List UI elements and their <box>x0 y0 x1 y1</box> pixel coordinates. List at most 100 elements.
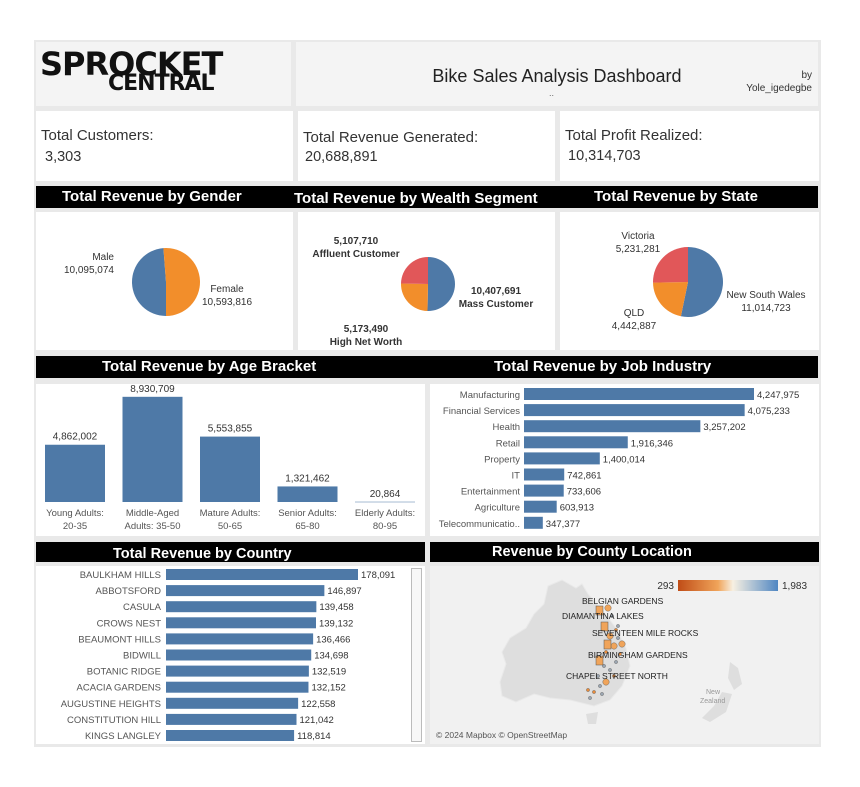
job-bar[interactable] <box>524 500 557 513</box>
age-bar[interactable] <box>355 501 415 503</box>
pie-slice-high-net-worth[interactable] <box>401 283 428 311</box>
job-bar[interactable] <box>524 436 628 449</box>
job-bar[interactable] <box>524 420 701 433</box>
map-point[interactable] <box>592 690 596 694</box>
country-chart-panel: BAULKHAM HILLS 178,091 ABBOTSFORD 146,897 CA… <box>36 566 425 744</box>
age-bar[interactable] <box>200 436 260 502</box>
age-bar-value: 4,862,002 <box>53 432 98 443</box>
map-point[interactable] <box>604 650 608 654</box>
job-bar[interactable] <box>524 388 754 400</box>
map-county-highlight[interactable] <box>595 655 604 666</box>
job-bar[interactable] <box>524 468 565 481</box>
job-bar-value: 742,861 <box>567 471 601 482</box>
pie-slice-female[interactable] <box>163 248 201 316</box>
map-point[interactable] <box>610 642 618 650</box>
map-point[interactable] <box>604 604 612 612</box>
title-job: Total Revenue by Job Industry <box>494 358 712 375</box>
map-label-chapel-street-north: CHAPEL STREET NORTH <box>566 671 668 681</box>
map-point[interactable] <box>616 624 620 628</box>
job-category-label: Telecommunicatio.. <box>439 519 520 530</box>
map-point[interactable] <box>606 632 614 640</box>
job-bar[interactable] <box>524 404 745 417</box>
by-label: by <box>801 70 812 81</box>
map-label-belgian-gardens: BELGIAN GARDENS <box>582 596 664 606</box>
map-label-diamantina-lakes: DIAMANTINA LAKES <box>562 611 644 621</box>
new-zealand-landmass <box>702 662 742 722</box>
country-category-label: CASULA <box>123 602 162 613</box>
pie-slice-new-south-wales[interactable] <box>680 247 723 317</box>
age-bar[interactable] <box>122 396 183 502</box>
country-bar-value: 134,698 <box>314 651 348 662</box>
pie-slice-victoria[interactable] <box>653 247 688 283</box>
job-bar-value: 1,400,014 <box>603 454 645 465</box>
map-point[interactable] <box>610 614 614 618</box>
country-category-label: CONSTITUTION HILL <box>67 715 161 726</box>
country-bar-value: 136,466 <box>316 634 350 645</box>
age-category-label: Young Adults: <box>46 508 104 519</box>
map-point[interactable] <box>616 636 620 640</box>
map-point[interactable] <box>614 628 618 632</box>
map-legend-gradient <box>678 580 778 591</box>
job-bar-value: 4,247,975 <box>757 390 799 401</box>
map-point[interactable] <box>598 684 602 688</box>
title-age: Total Revenue by Age Bracket <box>102 358 317 375</box>
logo-line2: CENTRAL <box>108 71 215 96</box>
map-point[interactable] <box>600 692 604 696</box>
country-category-label: BIDWILL <box>123 651 161 662</box>
job-bar[interactable] <box>524 516 543 529</box>
country-category-label: AUGUSTINE HEIGHTS <box>61 699 161 710</box>
age-bar[interactable] <box>277 486 338 502</box>
map-point[interactable] <box>608 668 612 672</box>
job-category-label: IT <box>512 471 521 482</box>
map-attribution: © 2024 Mapbox © OpenStreetMap <box>436 730 567 740</box>
map-point[interactable] <box>586 688 590 692</box>
map-county-highlight[interactable] <box>603 639 612 650</box>
country-bar[interactable] <box>166 681 309 693</box>
map-county-highlight[interactable] <box>595 605 604 616</box>
map-point[interactable] <box>612 674 616 678</box>
pie-slice-affluent-customer[interactable] <box>401 257 428 284</box>
job-bar-value: 603,913 <box>560 503 594 514</box>
country-bar[interactable] <box>166 569 358 580</box>
country-bar-value: 132,519 <box>312 667 346 678</box>
country-bar[interactable] <box>166 617 316 629</box>
country-bar[interactable] <box>166 649 312 661</box>
country-category-label: ABBOTSFORD <box>96 586 162 597</box>
kpi-value: 10,314,703 <box>568 148 641 164</box>
country-bar[interactable] <box>166 713 297 725</box>
state-pie-panel: New South Wales 11,014,723 QLD 4,442,887 Vic… <box>560 212 819 350</box>
job-category-label: Retail <box>496 438 520 449</box>
country-bar[interactable] <box>166 633 314 645</box>
pie-slice-mass-customer[interactable] <box>427 257 456 311</box>
map-panel[interactable]: 293 1,983 BELGIAN GARDENS DIAMANTINA LAK… <box>430 566 819 744</box>
map-county-highlight[interactable] <box>600 621 609 632</box>
country-bar[interactable] <box>166 585 325 597</box>
country-bar[interactable] <box>166 601 317 613</box>
job-bar-value: 1,916,346 <box>631 438 673 449</box>
country-bar-value: 121,042 <box>299 715 333 726</box>
pie-slice-qld[interactable] <box>653 282 688 317</box>
job-bar[interactable] <box>524 484 564 497</box>
county-map[interactable]: 293 1,983 BELGIAN GARDENS DIAMANTINA LAK… <box>430 566 819 744</box>
map-point[interactable] <box>596 674 600 678</box>
country-bar[interactable] <box>166 730 295 741</box>
map-point[interactable] <box>588 696 592 700</box>
map-point[interactable] <box>618 652 622 656</box>
header-bar-row2 <box>36 356 818 378</box>
country-bar[interactable] <box>166 697 299 709</box>
country-bar[interactable] <box>166 665 309 677</box>
gender-pie-panel: Male 10,095,074 Female 10,593,816 <box>36 212 293 350</box>
map-point[interactable] <box>618 640 626 648</box>
job-bar[interactable] <box>524 452 600 465</box>
kpi-label: Total Revenue Generated: <box>303 129 479 146</box>
age-bar-chart: 4,862,002 Young Adults: 20-35 8,930,709 Midd… <box>45 384 415 532</box>
job-category-label: Property <box>484 454 520 465</box>
pie-slice-male[interactable] <box>132 248 166 316</box>
age-bar[interactable] <box>45 444 105 502</box>
job-category-label: Health <box>493 422 520 433</box>
scrollbar[interactable] <box>411 568 422 742</box>
map-point[interactable] <box>602 678 610 686</box>
pie-label-new-south-wales: New South Wales <box>726 290 805 301</box>
job-bar-value: 3,257,202 <box>703 422 745 433</box>
map-point[interactable] <box>614 660 618 664</box>
